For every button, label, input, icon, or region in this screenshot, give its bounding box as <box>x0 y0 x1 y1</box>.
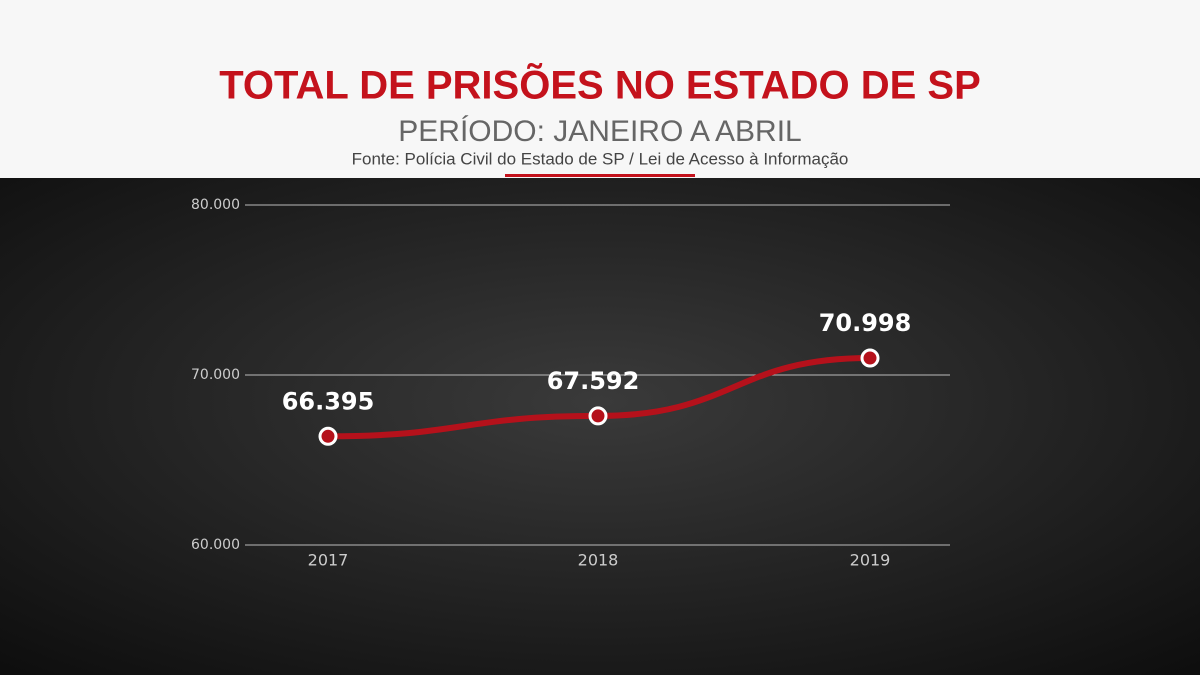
data-point <box>588 406 608 426</box>
accent-line <box>505 174 695 177</box>
chart-source: Fonte: Polícia Civil do Estado de SP / L… <box>352 149 849 168</box>
chart-title: TOTAL DE PRISÕES NO ESTADO DE SP <box>219 62 981 108</box>
x-tick-label: 2019 <box>850 551 891 570</box>
chart-background <box>0 178 1200 675</box>
data-point <box>318 426 338 446</box>
value-label: 67.592 <box>547 367 640 395</box>
x-tick-label: 2017 <box>308 551 349 570</box>
y-tick-label: 70.000 <box>191 367 240 383</box>
chart-subtitle: PERÍODO: JANEIRO A ABRIL <box>398 115 801 148</box>
x-tick-label: 2018 <box>578 551 619 570</box>
y-tick-label: 80.000 <box>191 197 240 213</box>
value-label: 70.998 <box>819 309 912 337</box>
y-tick-label: 60.000 <box>191 537 240 553</box>
header-background <box>0 0 1200 178</box>
value-label: 66.395 <box>282 387 375 415</box>
data-point <box>860 348 880 368</box>
